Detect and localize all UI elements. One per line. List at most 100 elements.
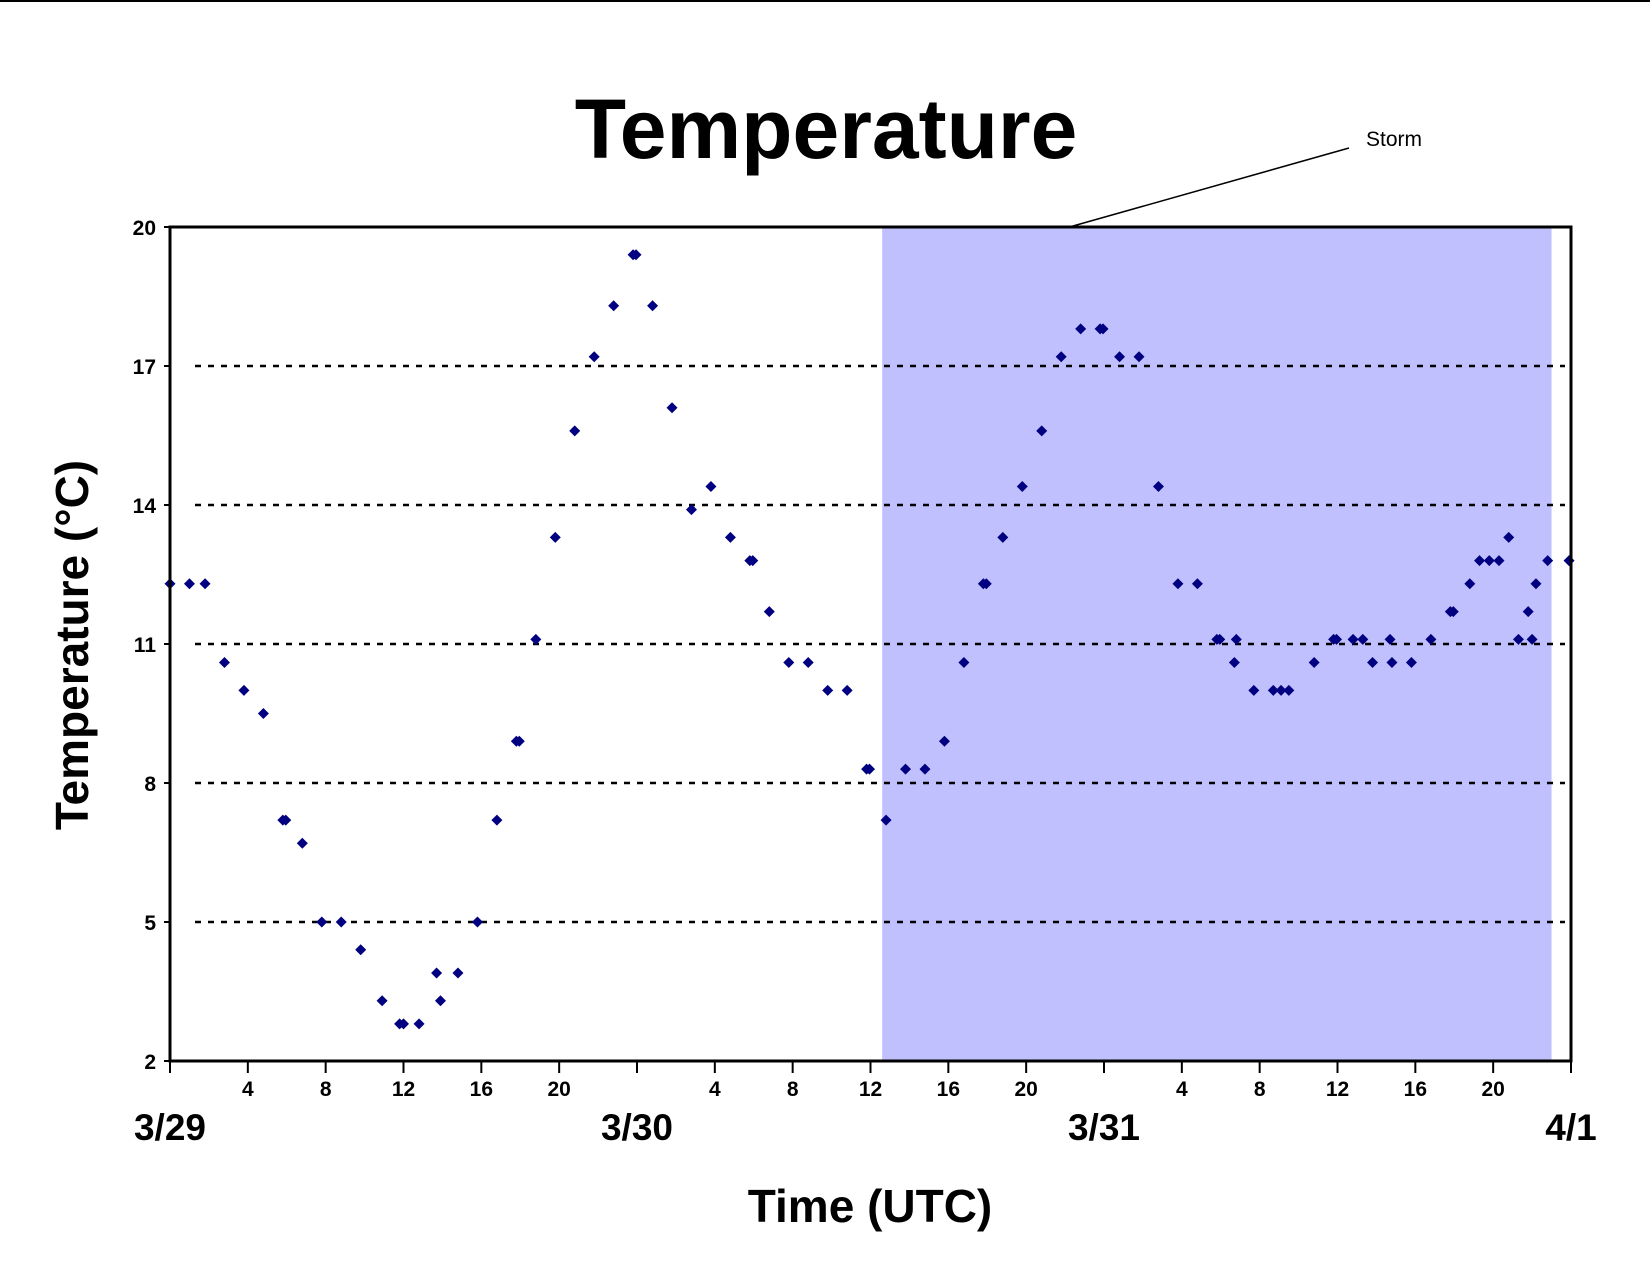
data-point — [1283, 684, 1295, 696]
data-point — [1563, 555, 1575, 567]
data-point — [1191, 578, 1203, 590]
data-point — [1503, 531, 1515, 543]
data-point — [1474, 555, 1486, 567]
data-point — [1267, 684, 1279, 696]
x-tick-label: 4 — [1176, 1078, 1188, 1101]
x-tick-label: 8 — [320, 1078, 332, 1101]
x-tick-label: 20 — [1014, 1078, 1037, 1101]
y-tick-label: 14 — [133, 495, 157, 518]
x-tick-label: 8 — [787, 1078, 799, 1101]
data-point — [1483, 555, 1495, 567]
data-point — [376, 995, 388, 1007]
data-point — [1386, 657, 1398, 669]
data-point — [666, 402, 678, 414]
data-point — [1384, 633, 1396, 645]
x-tick-label: 12 — [392, 1078, 415, 1101]
data-point — [335, 916, 347, 928]
storm-region-layer: Storm — [882, 128, 1552, 1061]
data-point — [431, 967, 443, 979]
chart-title: Temperature — [575, 82, 1078, 176]
data-point — [549, 531, 561, 543]
data-point — [900, 763, 912, 775]
data-point — [1214, 633, 1226, 645]
top-border-line — [0, 0, 1650, 2]
data-point — [1172, 578, 1184, 590]
date-label: 4/1 — [1545, 1107, 1596, 1148]
data-point — [1152, 480, 1164, 492]
storm-annotation-label: Storm — [1366, 128, 1422, 151]
data-point — [958, 657, 970, 669]
x-tick-label: 20 — [1481, 1078, 1504, 1101]
data-point — [413, 1018, 425, 1030]
y-tick-label: 2 — [144, 1051, 156, 1074]
data-point — [705, 480, 717, 492]
data-point — [1542, 555, 1554, 567]
data-point — [864, 763, 876, 775]
data-point — [1308, 657, 1320, 669]
data-point — [218, 657, 230, 669]
y-tick-label: 20 — [133, 217, 156, 240]
data-point — [880, 814, 892, 826]
data-point — [1228, 657, 1240, 669]
data-point — [491, 814, 503, 826]
data-point — [183, 578, 195, 590]
data-point — [296, 837, 308, 849]
data-point — [802, 657, 814, 669]
y-tick-label: 11 — [134, 634, 157, 657]
data-point — [783, 657, 795, 669]
data-point — [1425, 633, 1437, 645]
data-point — [1055, 351, 1067, 363]
data-point — [569, 425, 581, 437]
data-point — [316, 916, 328, 928]
data-point — [1075, 323, 1087, 335]
data-point — [1522, 606, 1534, 618]
y-axis-title: Temperature (°C) — [46, 460, 98, 830]
x-tick-label: 16 — [1404, 1078, 1427, 1101]
data-point — [513, 735, 525, 747]
data-point — [471, 916, 483, 928]
data-point — [980, 578, 992, 590]
x-tick-label: 4 — [709, 1078, 721, 1101]
data-point — [1464, 578, 1476, 590]
data-point — [1367, 657, 1379, 669]
data-point — [1133, 351, 1145, 363]
data-point — [1512, 633, 1524, 645]
data-point — [647, 300, 659, 312]
data-points-layer — [164, 249, 1575, 1030]
x-tick-label: 12 — [1326, 1078, 1349, 1101]
tick-labels-layer: 2 5 8 11 14 17 20 4 8 12 16 20 4 8 12 16 20 4 8 12 16 20 3/29 3… — [133, 217, 1597, 1148]
data-point — [685, 504, 697, 516]
data-point — [1405, 657, 1417, 669]
data-point — [434, 995, 446, 1007]
data-point — [841, 684, 853, 696]
data-point — [588, 351, 600, 363]
data-point — [1248, 684, 1260, 696]
data-point — [747, 555, 759, 567]
y-tick-label: 8 — [144, 773, 156, 796]
data-point — [724, 531, 736, 543]
data-point — [1114, 351, 1126, 363]
data-point — [530, 633, 542, 645]
x-tick-label: 4 — [242, 1078, 254, 1101]
data-point — [1275, 684, 1287, 696]
data-point — [238, 684, 250, 696]
x-tick-label: 8 — [1254, 1078, 1266, 1101]
data-point — [822, 684, 834, 696]
data-point — [1347, 633, 1359, 645]
data-point — [1530, 578, 1542, 590]
date-label: 3/29 — [134, 1107, 206, 1148]
data-point — [1036, 425, 1048, 437]
storm-annotation-line — [1069, 147, 1350, 228]
data-point — [1331, 633, 1343, 645]
data-point — [257, 708, 269, 719]
x-tick-label: 12 — [859, 1078, 882, 1101]
data-point — [1016, 480, 1028, 492]
x-tick-label: 16 — [470, 1078, 493, 1101]
date-label: 3/30 — [601, 1107, 673, 1148]
data-point — [938, 735, 950, 747]
data-point — [1230, 633, 1242, 645]
data-point — [608, 300, 620, 312]
data-point — [280, 814, 292, 826]
data-point — [1526, 633, 1538, 645]
